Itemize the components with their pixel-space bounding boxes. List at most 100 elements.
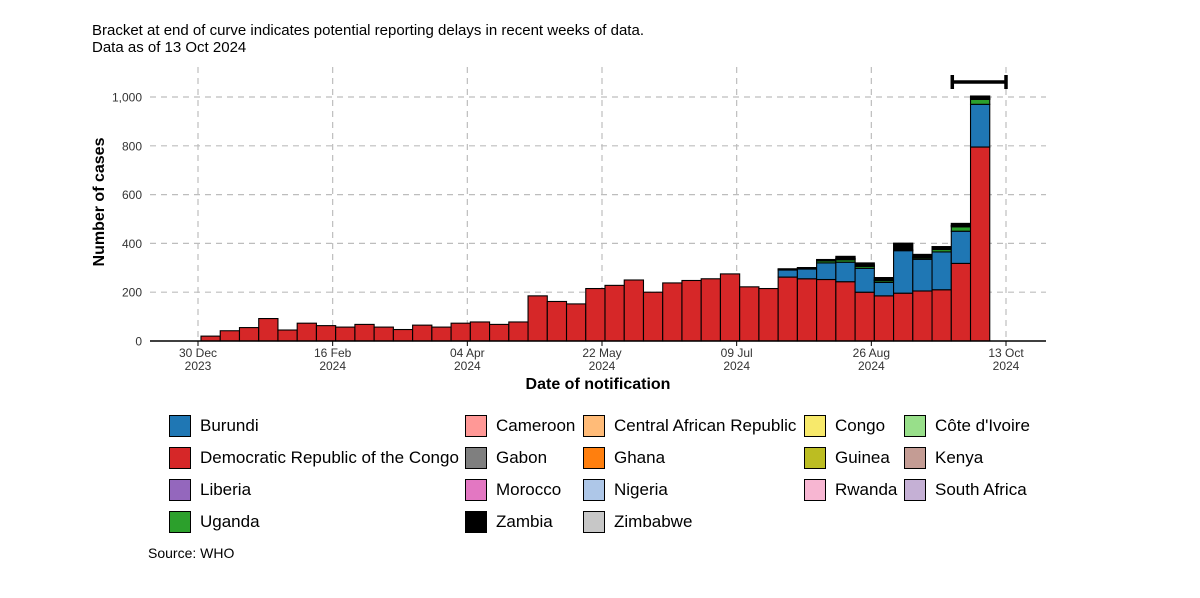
legend-label: Liberia [200, 480, 252, 499]
bar-segment [816, 262, 837, 281]
bar-segment [777, 276, 798, 342]
chart-subtitle: Bracket at end of curve indicates potent… [92, 22, 644, 56]
bar-segment [412, 324, 433, 342]
bar-segment [893, 249, 914, 294]
bar-segment [873, 277, 895, 281]
legend-swatch [904, 415, 926, 437]
bar-segment [700, 278, 721, 342]
y-axis-label: Number of cases [91, 137, 108, 266]
bar-segment [642, 291, 664, 342]
legend-label: Zambia [496, 512, 553, 531]
legend-item: Central African Republic [583, 413, 796, 439]
bar-segment [565, 303, 587, 342]
source-note: Source: WHO [148, 545, 235, 561]
bar-segment [739, 286, 760, 342]
legend-swatch [804, 415, 826, 437]
bar-segment [546, 300, 568, 342]
bar-segment [969, 95, 991, 99]
legend-label: Uganda [200, 512, 260, 531]
legend-swatch [804, 479, 826, 501]
bar-segment [893, 292, 914, 342]
x-tick-label-year: 2024 [589, 359, 616, 373]
legend-item: Gabon [465, 445, 547, 471]
legend-item: Cameroon [465, 413, 575, 439]
legend-item: Côte d'Ivoire [904, 413, 1030, 439]
legend-label: Burundi [200, 416, 259, 435]
legend-item: Rwanda [804, 477, 897, 503]
x-tick-label-date: 04 Apr [450, 346, 485, 360]
x-tick-label-date: 13 Oct [988, 346, 1024, 360]
legend-item: Uganda [169, 509, 260, 535]
bar-segment [623, 279, 645, 342]
bar-segment [681, 279, 702, 342]
bar-segment [950, 222, 972, 226]
x-tick-label-year: 2024 [319, 359, 346, 373]
bar-segment [969, 103, 991, 148]
x-tick-label-year: 2023 [185, 359, 212, 373]
legend-swatch [804, 447, 826, 469]
bar-segment [777, 268, 798, 271]
x-tick-label-year: 2024 [858, 359, 885, 373]
bar-segment [604, 284, 625, 342]
bar-segment [508, 321, 529, 342]
y-tick-label: 0 [135, 335, 142, 349]
legend-swatch [465, 479, 487, 501]
legend-label: South Africa [935, 480, 1027, 499]
legend-label: Guinea [835, 448, 890, 467]
bar-segment [315, 325, 337, 342]
bar-segment [527, 295, 548, 342]
legend-label: Gabon [496, 448, 548, 467]
bar-segment [873, 295, 895, 342]
x-axis-label: Date of notification [526, 376, 671, 393]
bar-segment [893, 242, 914, 251]
bar-segment [450, 322, 471, 342]
bar-segment [835, 261, 856, 283]
bar-segment [854, 262, 875, 266]
bar-segment [796, 267, 818, 269]
bar-segment [835, 255, 856, 259]
legend-item: South Africa [904, 477, 1027, 503]
bar-segment [719, 273, 741, 342]
bar-segment [931, 246, 952, 249]
legend-label: Morocco [496, 480, 562, 499]
legend-item: Liberia [169, 477, 251, 503]
gridlines [150, 67, 1046, 341]
legend-item: Guinea [804, 445, 890, 471]
legend-swatch [583, 415, 605, 437]
bar-segment [585, 287, 606, 342]
bar-segment [796, 268, 818, 280]
x-tick-label-year: 2024 [723, 359, 750, 373]
legend: Burundi Democratic Republic of the Congo L… [0, 413, 1200, 538]
bar-segment [950, 230, 972, 264]
x-tick-label-year: 2024 [993, 359, 1020, 373]
subtitle-line-1: Bracket at end of curve indicates potent… [92, 22, 644, 39]
bar-segment [238, 327, 260, 342]
bar-segment [258, 318, 279, 342]
legend-item: Ghana [583, 445, 665, 471]
y-tick-label: 400 [122, 237, 142, 251]
legend-item: Zimbabwe [583, 509, 692, 535]
legend-swatch [465, 447, 487, 469]
bar-stacks [200, 95, 991, 342]
y-tick-label: 800 [122, 139, 142, 153]
bar-segment [796, 278, 818, 342]
x-tick-label-date: 09 Jul [721, 346, 753, 360]
bar-segment [931, 251, 952, 291]
legend-swatch [465, 511, 487, 533]
legend-label: Congo [835, 416, 886, 435]
legend-label: Cameroon [496, 416, 576, 435]
bar-segment [354, 323, 375, 342]
bar-segment [758, 287, 779, 342]
bar-segment [969, 98, 991, 105]
x-tick-label-date: 26 Aug [853, 346, 890, 360]
bar-segment [854, 291, 875, 342]
legend-label: Rwanda [835, 480, 898, 499]
x-tick-label-date: 22 May [582, 346, 621, 360]
legend-item: Burundi [169, 413, 259, 439]
subtitle-line-2: Data as of 13 Oct 2024 [92, 39, 247, 56]
legend-swatch [583, 479, 605, 501]
bar-segment [950, 262, 972, 342]
legend-swatch [169, 415, 191, 437]
bar-segment [431, 326, 452, 342]
